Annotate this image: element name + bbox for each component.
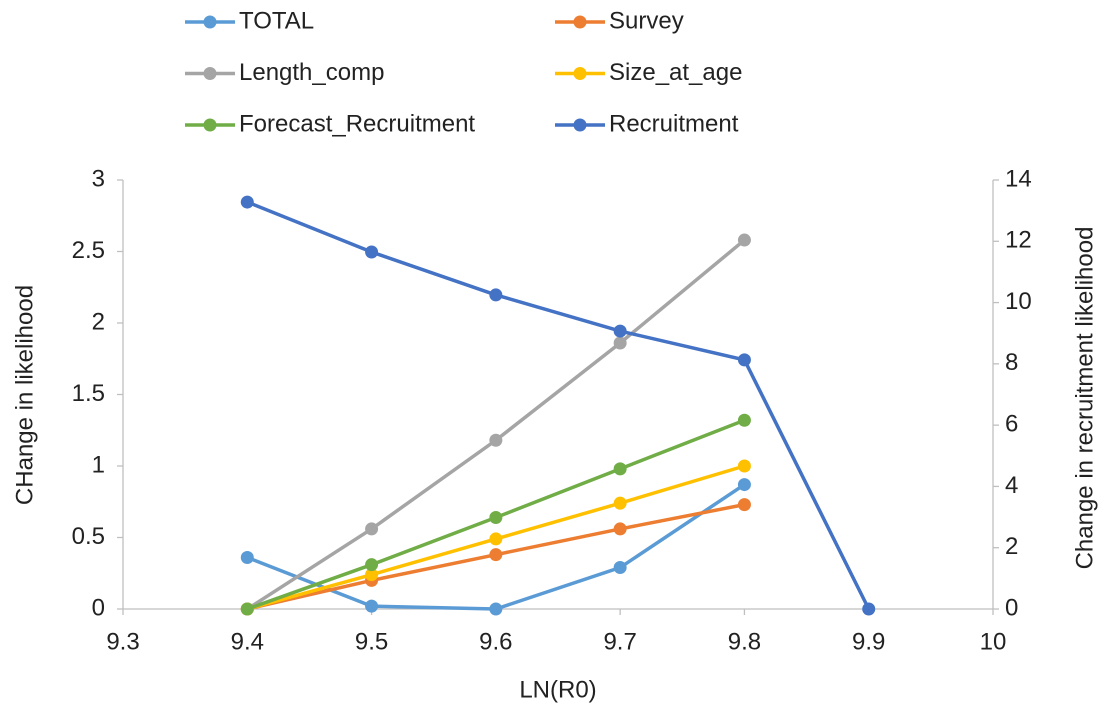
point [737, 459, 751, 473]
y-tick-label: 1.5 [72, 380, 105, 407]
y2-axis-title: Change in recruitment likelihood [1071, 227, 1098, 570]
x-axis-title: LN(R0) [519, 676, 596, 703]
point [737, 498, 751, 512]
y2-tick-label: 4 [1005, 472, 1018, 499]
legend-label: Recruitment [609, 110, 739, 137]
point [737, 478, 751, 492]
legend-label: Forecast_Recruitment [239, 110, 475, 137]
x-tick-label: 10 [980, 628, 1007, 655]
point [365, 245, 379, 259]
point [613, 496, 627, 510]
point [240, 195, 254, 209]
legend-marker [573, 67, 587, 80]
x-tick-label: 9.7 [603, 628, 636, 655]
point [613, 324, 627, 338]
y2-tick-label: 10 [1005, 288, 1032, 315]
point [365, 568, 379, 582]
x-tick-label: 9.6 [479, 628, 512, 655]
point [862, 602, 876, 616]
y-tick-label: 0 [92, 594, 105, 621]
point [365, 522, 379, 536]
point [365, 558, 379, 572]
legend-marker [203, 67, 217, 80]
x-tick-label: 9.8 [728, 628, 761, 655]
legend-label: TOTAL [239, 7, 314, 34]
point [489, 433, 503, 447]
x-tick-label: 9.4 [231, 628, 264, 655]
y-axis-title: CHange in likelihood [11, 285, 38, 505]
y2-tick-label: 14 [1005, 165, 1032, 192]
legend-marker [573, 15, 587, 29]
y2-tick-label: 12 [1005, 227, 1032, 254]
legend-label: Size_at_age [609, 59, 742, 86]
series-line [246, 200, 871, 610]
y2-tick-label: 6 [1005, 410, 1018, 437]
point [613, 462, 627, 476]
y-tick-label: 1 [92, 451, 105, 478]
point [489, 510, 503, 524]
point [365, 599, 379, 613]
x-tick-label: 9.9 [852, 628, 885, 655]
y-tick-label: 3 [92, 165, 105, 192]
y-tick-label: 2.5 [72, 237, 105, 264]
point [613, 522, 627, 536]
point [489, 548, 503, 562]
x-tick-label: 9.5 [355, 628, 388, 655]
y-tick-label: 0.5 [72, 523, 105, 550]
point [737, 353, 751, 367]
point [489, 288, 503, 302]
point [489, 602, 503, 616]
y2-tick-label: 2 [1005, 533, 1018, 560]
point [613, 561, 627, 575]
point [613, 336, 627, 350]
y2-tick-label: 0 [1005, 594, 1018, 621]
point [489, 532, 503, 546]
y-tick-label: 2 [92, 308, 105, 335]
legend-marker [573, 118, 587, 132]
legend-marker [203, 118, 217, 132]
point [737, 233, 751, 247]
legend-label: Length_comp [239, 59, 384, 86]
legend-label: Survey [609, 7, 684, 34]
point [240, 602, 254, 616]
x-tick-label: 9.3 [106, 628, 139, 655]
y2-tick-label: 8 [1005, 349, 1018, 376]
point [240, 551, 254, 565]
point [737, 413, 751, 427]
legend-marker [203, 15, 217, 29]
